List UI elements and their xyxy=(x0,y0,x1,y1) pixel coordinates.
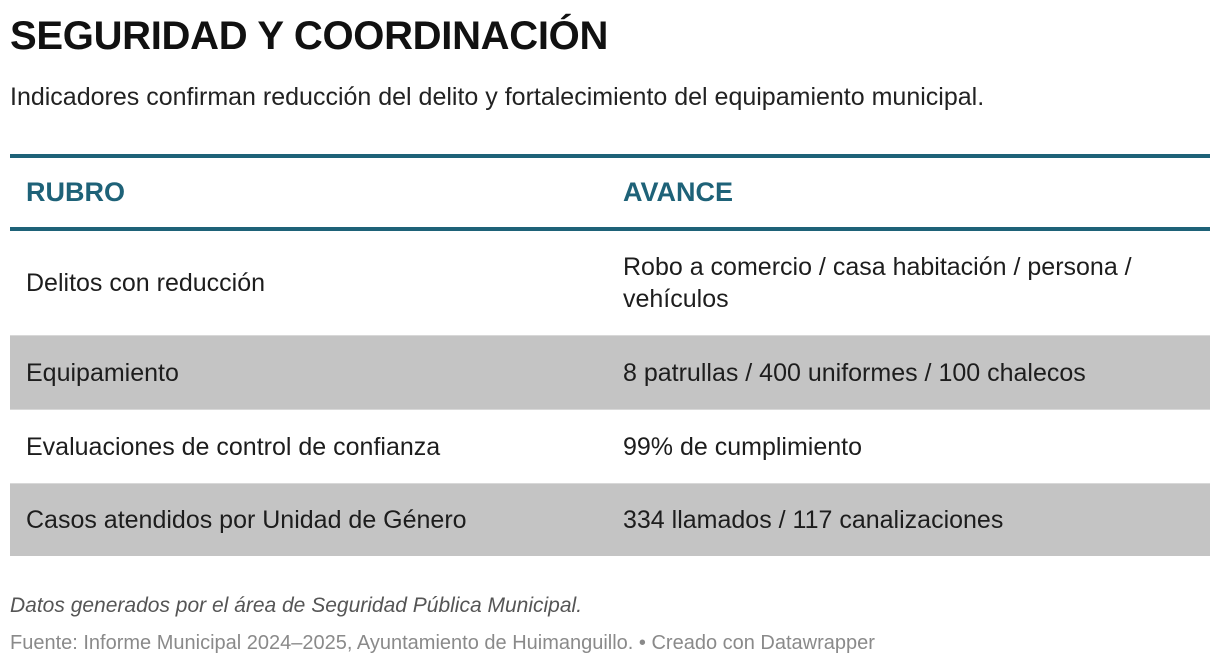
avance-cell: 334 llamados / 117 canalizaciones xyxy=(607,483,1210,556)
chart-title: SEGURIDAD Y COORDINACIÓN xyxy=(10,14,609,58)
rubro-cell: Delitos con reducción xyxy=(10,229,607,336)
rubro-cell: Evaluaciones de control de confianza xyxy=(10,409,607,484)
avance-cell: 99% de cumplimiento xyxy=(607,409,1210,484)
rubro-cell: Equipamiento xyxy=(10,335,607,410)
table-header-row: RUBRO AVANCE xyxy=(10,156,1210,231)
table-row: Evaluaciones de control de confianza 99%… xyxy=(10,409,1210,484)
avance-cell: Robo a comercio / casa habitación / pers… xyxy=(607,229,1210,336)
column-header-rubro[interactable]: RUBRO xyxy=(10,156,607,231)
chart-source: Fuente: Informe Municipal 2024–2025, Ayu… xyxy=(10,632,875,654)
table-row: Delitos con reducción Robo a comercio / … xyxy=(10,229,1210,336)
rubro-cell: Casos atendidos por Unidad de Género xyxy=(10,483,607,556)
chart-subtitle: Indicadores confirman reducción del deli… xyxy=(10,83,985,111)
data-table: RUBRO AVANCE Delitos con reducción Robo … xyxy=(10,154,1210,556)
avance-cell: 8 patrullas / 400 uniformes / 100 chalec… xyxy=(607,335,1210,410)
column-header-avance[interactable]: AVANCE xyxy=(607,156,1210,231)
table-row: Equipamiento 8 patrullas / 400 uniformes… xyxy=(10,335,1210,410)
chart-notes: Datos generados por el área de Seguridad… xyxy=(10,594,583,617)
table-row: Casos atendidos por Unidad de Género 334… xyxy=(10,483,1210,556)
